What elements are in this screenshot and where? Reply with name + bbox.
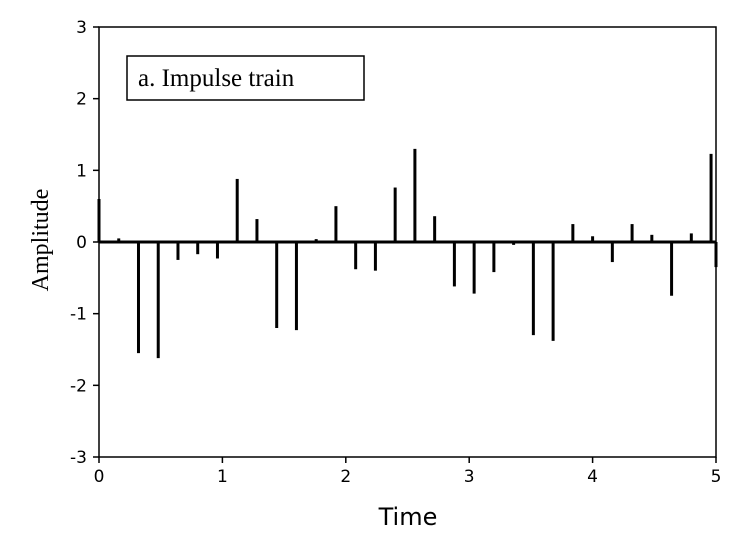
y-tick-label: 2 bbox=[76, 90, 87, 110]
x-tick-label: 0 bbox=[94, 467, 105, 487]
y-tick-label: -2 bbox=[70, 376, 87, 396]
x-tick-label: 1 bbox=[217, 467, 228, 487]
x-axis-title: Time bbox=[378, 503, 438, 531]
x-tick-label: 3 bbox=[464, 467, 475, 487]
y-axis-title: Amplitude bbox=[28, 189, 54, 292]
x-tick-label: 5 bbox=[711, 467, 722, 487]
x-tick-label: 2 bbox=[340, 467, 351, 487]
y-tick-label: -1 bbox=[70, 305, 87, 325]
impulse-stems bbox=[97, 148, 718, 359]
annotation-frame bbox=[126, 55, 365, 101]
y-tick-label: 3 bbox=[76, 18, 87, 38]
annotation-label: a. Impulse train bbox=[138, 65, 295, 92]
y-tick-label: -3 bbox=[70, 448, 87, 468]
annotation-box: a. Impulse train bbox=[126, 55, 365, 101]
x-tick-label: 4 bbox=[587, 467, 598, 487]
y-tick-label: 0 bbox=[76, 233, 87, 253]
y-tick-label: 1 bbox=[76, 161, 87, 181]
